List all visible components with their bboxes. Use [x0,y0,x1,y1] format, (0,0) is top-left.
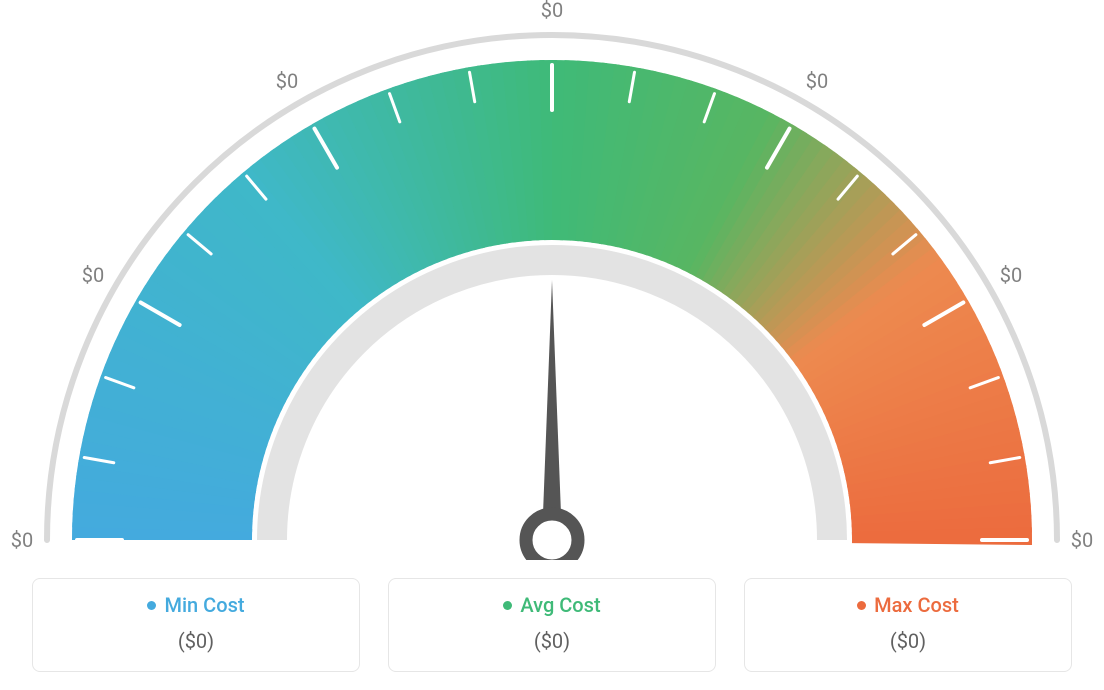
legend-card-min: Min Cost ($0) [32,578,360,672]
legend-dot-max [857,601,866,610]
legend-card-avg: Avg Cost ($0) [388,578,716,672]
legend-title-min: Min Cost [147,593,244,617]
gauge-tick-label: $0 [806,69,828,93]
legend-row: Min Cost ($0) Avg Cost ($0) Max Cost ($0… [32,578,1072,672]
legend-value-max: ($0) [755,629,1061,653]
gauge-needle [542,280,562,540]
gauge-tick-label: $0 [1071,528,1093,552]
legend-title-avg: Avg Cost [503,593,600,617]
legend-label-avg: Avg Cost [520,593,600,617]
gauge-chart: $0 $0 $0 $0 $0 $0 $0 [0,0,1104,560]
gauge-tick-label: $0 [1000,263,1022,287]
gauge-tick-label: $0 [276,69,298,93]
legend-label-max: Max Cost [874,593,959,617]
legend-value-min: ($0) [43,629,349,653]
gauge-tick-label: $0 [82,263,104,287]
gauge-tick-label: $0 [541,0,563,22]
legend-value-avg: ($0) [399,629,705,653]
legend-card-max: Max Cost ($0) [744,578,1072,672]
gauge-needle-hub [526,514,578,560]
gauge-tick-label: $0 [11,528,33,552]
legend-dot-min [147,601,156,610]
legend-title-max: Max Cost [857,593,959,617]
legend-dot-avg [503,601,512,610]
gauge-svg [0,0,1104,560]
legend-label-min: Min Cost [164,593,244,617]
